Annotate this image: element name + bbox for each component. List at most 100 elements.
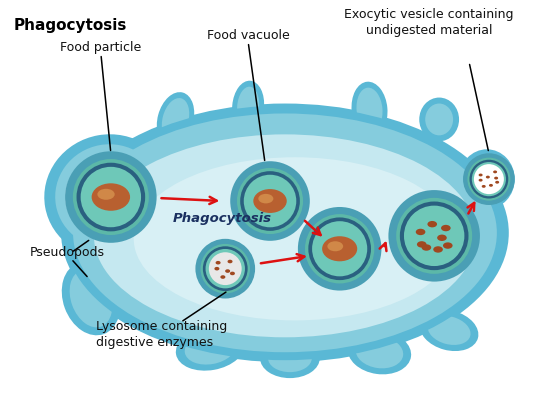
Ellipse shape: [195, 239, 255, 298]
Ellipse shape: [486, 176, 490, 178]
Ellipse shape: [61, 103, 509, 362]
Ellipse shape: [201, 244, 250, 293]
Ellipse shape: [322, 236, 357, 261]
Ellipse shape: [419, 98, 459, 141]
Ellipse shape: [482, 185, 486, 188]
Ellipse shape: [396, 198, 472, 274]
Ellipse shape: [94, 135, 476, 338]
Ellipse shape: [53, 142, 164, 250]
Ellipse shape: [225, 269, 230, 273]
Ellipse shape: [268, 344, 312, 372]
Ellipse shape: [55, 144, 162, 248]
Ellipse shape: [495, 181, 499, 183]
Ellipse shape: [425, 103, 453, 135]
Ellipse shape: [221, 275, 225, 279]
Ellipse shape: [64, 105, 506, 360]
Ellipse shape: [214, 267, 219, 271]
Ellipse shape: [428, 316, 471, 345]
Ellipse shape: [244, 175, 296, 227]
FancyArrowPatch shape: [468, 203, 474, 213]
Ellipse shape: [388, 190, 480, 282]
Ellipse shape: [232, 81, 264, 132]
Ellipse shape: [356, 88, 383, 131]
Ellipse shape: [443, 242, 453, 249]
Ellipse shape: [45, 134, 173, 258]
Ellipse shape: [474, 164, 504, 194]
Ellipse shape: [473, 163, 501, 195]
Ellipse shape: [176, 326, 245, 371]
Ellipse shape: [351, 82, 388, 137]
Ellipse shape: [489, 184, 493, 187]
Ellipse shape: [63, 152, 155, 240]
Text: Pseudopods: Pseudopods: [29, 246, 104, 259]
Ellipse shape: [494, 177, 498, 179]
Ellipse shape: [417, 241, 427, 248]
Ellipse shape: [70, 270, 112, 328]
Ellipse shape: [420, 310, 478, 351]
Ellipse shape: [254, 189, 287, 213]
Text: Phagocytosis: Phagocytosis: [13, 18, 127, 33]
Ellipse shape: [230, 272, 235, 275]
Ellipse shape: [162, 98, 189, 141]
Ellipse shape: [46, 136, 172, 256]
Ellipse shape: [356, 336, 403, 368]
Ellipse shape: [478, 174, 482, 176]
Ellipse shape: [228, 260, 233, 263]
Ellipse shape: [92, 183, 130, 211]
Ellipse shape: [470, 160, 508, 199]
Ellipse shape: [467, 157, 507, 201]
Ellipse shape: [427, 221, 437, 227]
Ellipse shape: [433, 246, 443, 253]
Ellipse shape: [400, 201, 469, 270]
Ellipse shape: [468, 158, 510, 201]
Text: Exocytic vesicle containing
undigested material: Exocytic vesicle containing undigested m…: [344, 8, 514, 37]
Ellipse shape: [73, 159, 149, 235]
FancyArrowPatch shape: [379, 243, 387, 251]
Ellipse shape: [472, 162, 506, 196]
Ellipse shape: [463, 153, 515, 205]
Ellipse shape: [73, 113, 497, 352]
Ellipse shape: [134, 157, 456, 320]
Ellipse shape: [478, 179, 482, 181]
FancyArrowPatch shape: [161, 197, 217, 204]
Ellipse shape: [131, 154, 459, 324]
Ellipse shape: [76, 163, 145, 231]
Ellipse shape: [157, 92, 194, 147]
Ellipse shape: [81, 167, 141, 227]
Ellipse shape: [65, 154, 152, 238]
Ellipse shape: [305, 214, 375, 283]
Ellipse shape: [258, 194, 273, 203]
Ellipse shape: [240, 171, 300, 231]
Ellipse shape: [422, 244, 431, 251]
FancyArrowPatch shape: [261, 254, 304, 263]
Ellipse shape: [493, 170, 497, 173]
Ellipse shape: [309, 217, 371, 280]
Ellipse shape: [348, 330, 411, 375]
Ellipse shape: [237, 87, 259, 126]
Ellipse shape: [404, 206, 464, 266]
Ellipse shape: [91, 131, 479, 340]
FancyArrowPatch shape: [305, 221, 321, 235]
Text: Lysosome containing
digestive enzymes: Lysosome containing digestive enzymes: [96, 320, 227, 349]
Ellipse shape: [406, 209, 461, 263]
Ellipse shape: [237, 168, 303, 234]
Text: Food vacuole: Food vacuole: [207, 29, 289, 42]
Ellipse shape: [62, 262, 120, 335]
Text: Phagocytosis: Phagocytosis: [173, 213, 272, 225]
Ellipse shape: [312, 221, 367, 276]
Ellipse shape: [185, 332, 236, 365]
Ellipse shape: [209, 252, 241, 285]
Text: Food particle: Food particle: [60, 41, 141, 54]
Ellipse shape: [441, 225, 450, 231]
Ellipse shape: [459, 149, 515, 209]
Ellipse shape: [327, 241, 343, 251]
Ellipse shape: [216, 261, 221, 265]
Ellipse shape: [298, 207, 382, 291]
Ellipse shape: [203, 246, 248, 291]
Ellipse shape: [65, 151, 157, 243]
Ellipse shape: [437, 234, 447, 241]
Ellipse shape: [97, 189, 115, 200]
Ellipse shape: [230, 161, 310, 241]
Ellipse shape: [206, 249, 245, 289]
Ellipse shape: [416, 229, 425, 235]
